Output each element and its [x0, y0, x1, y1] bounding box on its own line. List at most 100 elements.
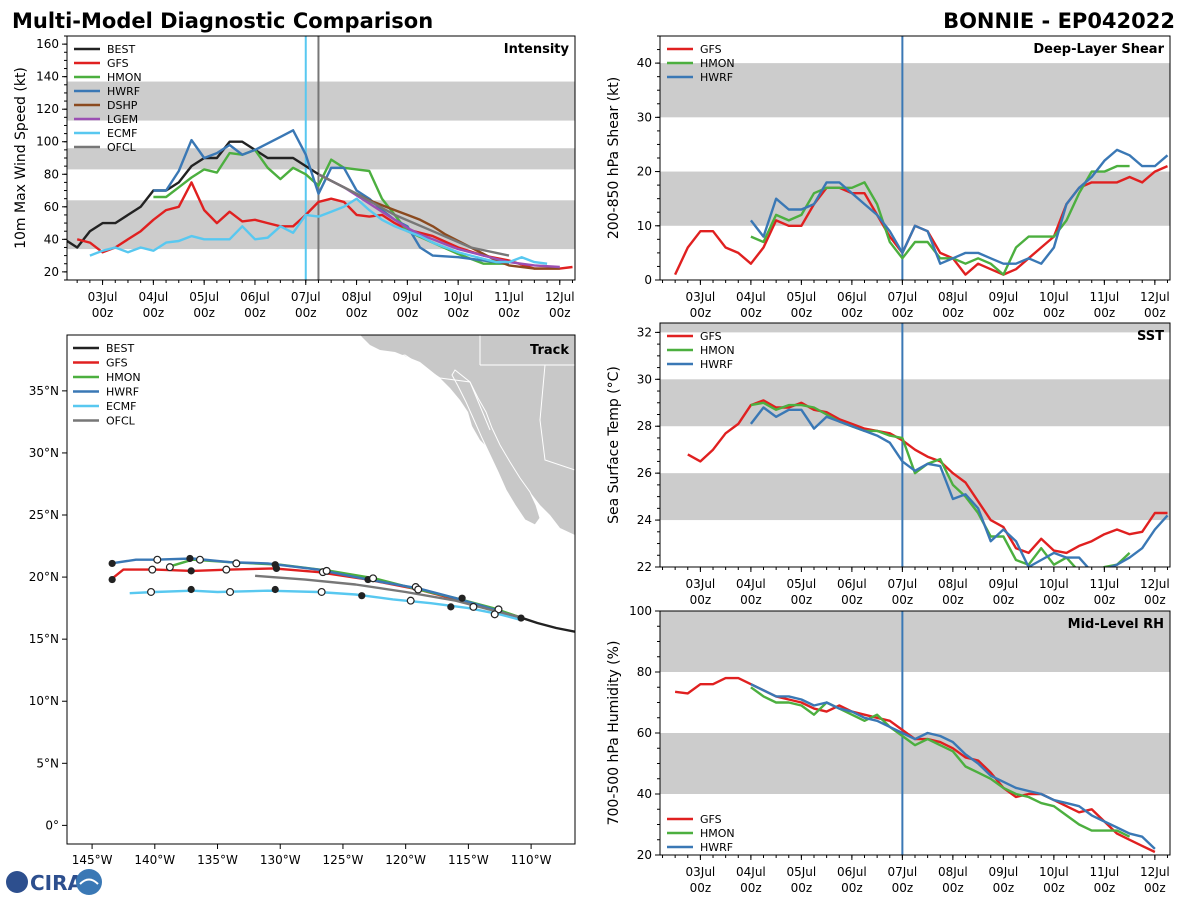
- x-tick-label-day: 06Jul: [837, 577, 867, 591]
- track-point-open: [322, 566, 331, 575]
- track-point-filled: [187, 567, 195, 575]
- track-point-filled: [186, 554, 194, 563]
- track-point-filled: [447, 603, 455, 611]
- legend-label-hmon: HMON: [700, 827, 735, 840]
- plot-area: [660, 323, 1170, 567]
- y-tick-label: 120: [36, 102, 59, 116]
- x-tick-label-day: 12Jul: [1140, 577, 1170, 591]
- track-point-open: [406, 596, 415, 605]
- logo-globe-icon: [6, 871, 28, 893]
- mainland-landmass: [360, 335, 575, 535]
- state-border-2: [539, 364, 575, 471]
- category-band-2: [660, 323, 1170, 333]
- x-tick-label-day: 03Jul: [686, 577, 716, 591]
- figure-title: Multi-Model Diagnostic Comparison: [12, 9, 433, 33]
- x-tick-label-day: 05Jul: [189, 290, 219, 304]
- x-tick-label-day: 11Jul: [1089, 865, 1119, 879]
- plot-area: [660, 36, 1170, 280]
- legend-label-ecmf: ECMF: [107, 127, 137, 140]
- x-tick-label-hour: 00z: [397, 306, 419, 320]
- track-point-open: [469, 602, 478, 611]
- x-tick-label: 140°W: [134, 853, 175, 867]
- y-tick-label: 30: [637, 372, 652, 386]
- x-tick-label-hour: 00z: [993, 881, 1015, 895]
- y-tick-label: 28: [637, 419, 652, 433]
- y-tick-label: 160: [36, 37, 59, 51]
- x-tick-label-day: 11Jul: [1089, 577, 1119, 591]
- x-tick-label-hour: 00z: [244, 306, 266, 320]
- y-tick-label: 100: [36, 135, 59, 149]
- x-tick-label-hour: 00z: [993, 306, 1015, 320]
- category-band-1: [660, 379, 1170, 427]
- x-tick-label-day: 07Jul: [888, 577, 918, 591]
- plot-area: [108, 335, 575, 633]
- series-hwrf: [749, 148, 1169, 265]
- category-band-1: [660, 63, 1170, 118]
- x-tick-label-hour: 00z: [892, 306, 914, 320]
- legend-label-gfs: GFS: [700, 330, 722, 343]
- x-tick-label-hour: 00z: [942, 881, 964, 895]
- x-tick-label-hour: 00z: [498, 306, 520, 320]
- x-tick-label: 115°W: [448, 853, 489, 867]
- legend-label-gfs: GFS: [107, 57, 129, 70]
- track-point-open: [153, 555, 162, 564]
- x-tick-label-day: 06Jul: [240, 290, 270, 304]
- y-tick-label: 60: [44, 200, 59, 214]
- track-point-filled: [517, 614, 525, 622]
- legend-label-ofcl: OFCL: [106, 415, 136, 428]
- x-tick-label-hour: 00z: [1094, 306, 1116, 320]
- legend-label-hmon: HMON: [700, 344, 735, 357]
- x-tick-label-day: 09Jul: [988, 290, 1018, 304]
- logo-text: CIRA: [30, 871, 84, 895]
- track-point-filled: [272, 564, 281, 572]
- y-tick-label: 20: [637, 848, 652, 862]
- y-tick-label: 35°N: [29, 384, 59, 398]
- y-tick-label: 20: [44, 265, 59, 279]
- y-axis-label: Sea Surface Temp (°C): [606, 366, 622, 524]
- x-tick-label-day: 04Jul: [138, 290, 168, 304]
- x-tick-label-day: 08Jul: [938, 865, 968, 879]
- x-tick-label-day: 09Jul: [392, 290, 422, 304]
- series-hwrf: [153, 129, 510, 265]
- x-tick-label-hour: 00z: [791, 881, 813, 895]
- x-tick-label-hour: 00z: [690, 593, 712, 607]
- x-tick-label-day: 07Jul: [888, 865, 918, 879]
- legend-label-best: BEST: [107, 43, 135, 56]
- y-tick-label: 30°N: [29, 446, 59, 460]
- x-tick-label-hour: 00z: [1144, 881, 1166, 895]
- x-tick-label-day: 04Jul: [736, 865, 766, 879]
- x-tick-label-day: 07Jul: [888, 290, 918, 304]
- x-tick-label-day: 11Jul: [494, 290, 524, 304]
- track-point-filled: [108, 559, 116, 568]
- track-best: [518, 615, 575, 633]
- series-ofcl: [317, 173, 510, 257]
- x-tick-label-day: 12Jul: [1140, 290, 1170, 304]
- y-tick-label: 24: [637, 513, 652, 527]
- series-hmon: [750, 686, 1131, 838]
- x-tick-label-day: 05Jul: [787, 865, 817, 879]
- logo-badge-icon: [76, 869, 102, 895]
- x-tick-label: 110°W: [511, 853, 552, 867]
- legend-label-ecmf: ECMF: [106, 400, 136, 413]
- legend-label-hwrf: HWRF: [700, 71, 733, 84]
- y-tick-label: 40: [637, 787, 652, 801]
- x-tick-label-hour: 00z: [942, 593, 964, 607]
- x-tick-label-day: 06Jul: [837, 290, 867, 304]
- plot-area: [67, 36, 575, 280]
- x-tick-label-hour: 00z: [92, 306, 114, 320]
- x-tick-label-hour: 00z: [447, 306, 469, 320]
- y-tick-label: 80: [637, 665, 652, 679]
- x-tick-label-hour: 00z: [1043, 881, 1065, 895]
- x-tick-label-hour: 00z: [993, 593, 1015, 607]
- series-gfs: [76, 181, 573, 270]
- y-tick-label: 40: [637, 56, 652, 70]
- x-tick-label-day: 04Jul: [736, 577, 766, 591]
- track-point-filled: [187, 585, 195, 594]
- y-tick-label: 20: [637, 165, 652, 179]
- x-tick-label-hour: 00z: [942, 306, 964, 320]
- y-tick-label: 100: [629, 604, 652, 618]
- x-tick-label-hour: 00z: [193, 306, 215, 320]
- legend-label-dshp: DSHP: [107, 99, 138, 112]
- y-tick-label: 30: [637, 110, 652, 124]
- category-band-1: [660, 611, 1170, 672]
